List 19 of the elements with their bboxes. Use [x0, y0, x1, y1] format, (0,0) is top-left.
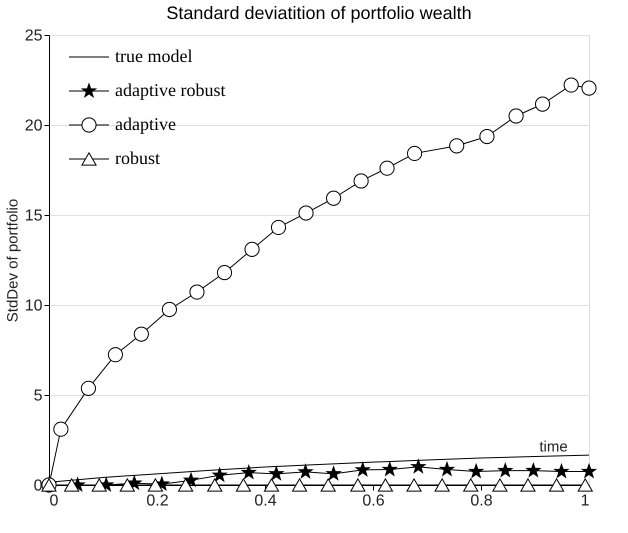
- x-tick-label: 0.8: [470, 492, 493, 510]
- x-tick-label: 0.2: [146, 492, 169, 510]
- legend-label: true model: [115, 46, 192, 66]
- x-axis-title: time: [539, 438, 568, 456]
- x-tick-label: 0.6: [362, 492, 385, 510]
- legend-label: robust: [115, 148, 160, 168]
- y-axis-title: StdDev of portfolio: [4, 198, 22, 322]
- legend-label: adaptive robust: [115, 80, 226, 100]
- y-tick-label: 15: [24, 208, 43, 224]
- legend-label: adaptive: [115, 114, 176, 134]
- y-tick-label: 0: [34, 478, 43, 494]
- x-tick-label: 1: [580, 492, 590, 510]
- x-tick-label: 0.4: [254, 492, 277, 510]
- y-tick-label: 10: [24, 298, 43, 314]
- y-tick-label: 25: [24, 28, 43, 44]
- y-tick-label: 5: [34, 388, 43, 404]
- x-tick-label: 0: [50, 492, 58, 510]
- chart-title: Standard deviatition of portfolio wealth: [166, 3, 472, 23]
- y-tick-label: 20: [24, 118, 43, 134]
